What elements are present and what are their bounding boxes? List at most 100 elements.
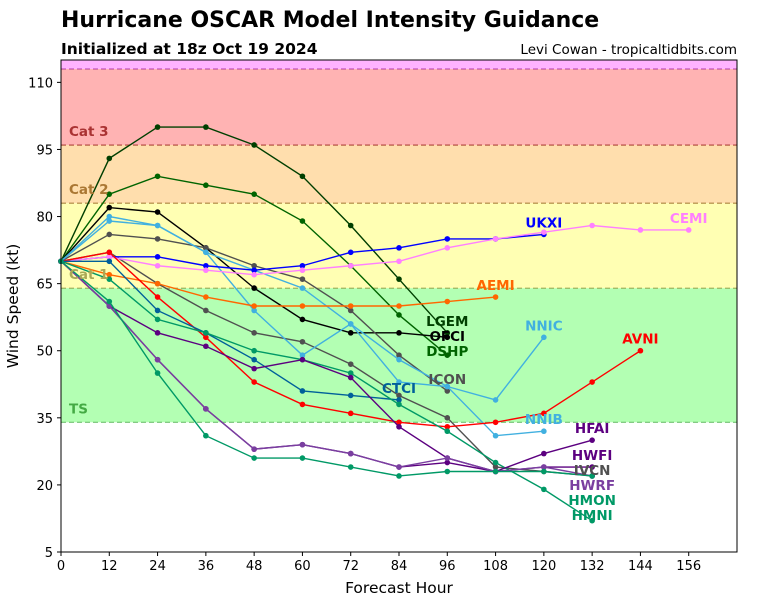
data-point-hwrf xyxy=(251,446,257,452)
x-tick-label: 0 xyxy=(57,559,65,574)
data-point-icon xyxy=(106,231,113,238)
data-point-hmni xyxy=(541,486,547,493)
data-point-nnic xyxy=(106,218,113,224)
data-point-cemi xyxy=(251,271,257,278)
band-cat-3 xyxy=(61,68,737,145)
data-point-nnib xyxy=(541,428,547,435)
series-label-ukxi: UKXI xyxy=(525,215,562,231)
data-point-cemi xyxy=(685,227,692,233)
data-point-hmni xyxy=(444,428,451,435)
data-point-cemi xyxy=(203,267,209,274)
data-point-aemi xyxy=(251,303,257,309)
band-label: Cat 2 xyxy=(69,182,109,198)
x-tick-label: 24 xyxy=(149,559,166,574)
data-point-nnib xyxy=(347,321,354,327)
data-point-ctci xyxy=(106,258,113,265)
data-point-ofci xyxy=(251,285,257,291)
data-point-avni xyxy=(492,419,499,426)
series-label-cemi: CEMI xyxy=(670,211,708,227)
data-point-hfai xyxy=(589,437,595,443)
data-point-hmni xyxy=(589,517,595,524)
data-point-icon xyxy=(299,276,306,282)
data-point-ofci xyxy=(154,209,161,215)
data-point-cemi xyxy=(637,227,644,233)
data-point-aemi xyxy=(203,294,209,300)
series-label-nnib: NNIB xyxy=(525,412,563,428)
series-label-icon: ICON xyxy=(428,372,466,388)
data-point-ivcn xyxy=(396,392,402,399)
data-point-icon xyxy=(347,307,354,314)
x-tick-label: 144 xyxy=(628,559,653,574)
series-label-hwfi: HWFI xyxy=(572,448,612,464)
data-point-avni xyxy=(541,410,547,417)
y-tick-label: 20 xyxy=(36,479,53,494)
data-point-avni xyxy=(396,419,402,426)
data-point-cemi xyxy=(154,262,161,269)
data-point-hmon xyxy=(106,298,113,305)
data-point-lgem xyxy=(444,330,451,336)
data-point-nnic xyxy=(541,334,547,341)
data-point-cemi xyxy=(347,262,354,269)
data-point-dshp xyxy=(203,182,209,189)
data-point-hfai xyxy=(299,356,306,363)
y-tick-label: 5 xyxy=(45,546,53,561)
y-tick-label: 80 xyxy=(36,211,53,226)
series-line-aemi xyxy=(60,260,496,307)
data-point-hfai xyxy=(251,365,257,372)
x-tick-label: 156 xyxy=(676,559,701,574)
data-point-ctci xyxy=(251,356,257,363)
data-point-hwfi xyxy=(444,459,451,466)
data-point-ukxi xyxy=(299,262,306,269)
data-point-ofci xyxy=(444,334,451,341)
data-point-hwrf xyxy=(541,464,547,470)
data-point-ukxi xyxy=(347,249,354,256)
series-label-ofci: OFCI xyxy=(429,329,465,345)
data-point-hmon xyxy=(154,370,161,376)
band-label: TS xyxy=(69,401,88,417)
data-point-dshp xyxy=(251,191,257,197)
data-point-hwrf xyxy=(444,455,451,461)
data-point-cemi xyxy=(492,236,499,242)
x-tick-label: 96 xyxy=(439,559,456,574)
x-tick-label: 72 xyxy=(342,559,359,574)
y-tick-label: 50 xyxy=(36,345,53,360)
data-point-ukxi xyxy=(154,253,161,260)
data-point-hwfi xyxy=(589,464,595,470)
data-point-dshp xyxy=(106,191,113,197)
data-point-lgem xyxy=(347,222,354,229)
data-point-nnib xyxy=(396,356,402,363)
data-point-hmni xyxy=(251,347,257,354)
data-point-hmni xyxy=(154,316,161,323)
series-label-nnic: NNIC xyxy=(525,318,563,334)
x-tick-label: 84 xyxy=(391,559,408,574)
data-point-icon xyxy=(444,388,451,394)
band-cat4 xyxy=(61,60,737,69)
data-point-hmon xyxy=(541,468,547,475)
data-point-hwrf xyxy=(154,356,161,363)
data-point-nnib xyxy=(154,222,161,229)
data-point-lgem xyxy=(106,155,113,162)
data-point-nnib xyxy=(444,383,451,390)
data-point-ctci xyxy=(299,388,306,394)
data-point-nnic xyxy=(251,307,257,314)
y-tick-label: 65 xyxy=(36,278,53,293)
data-point-hmni xyxy=(396,401,402,408)
series-label-ivcn: IVCN xyxy=(574,463,611,479)
data-point-ukxi xyxy=(251,267,257,274)
series-line-cemi xyxy=(60,224,689,276)
y-tick-label: 35 xyxy=(36,412,53,427)
x-tick-label: 132 xyxy=(580,559,605,574)
data-point-hmon xyxy=(589,473,595,479)
series-label-hfai: HFAI xyxy=(575,421,609,437)
series-line-hmni xyxy=(60,260,593,522)
data-point-hmni xyxy=(106,276,113,282)
x-tick-label: 60 xyxy=(294,559,311,574)
data-point-hmon xyxy=(299,455,306,461)
data-point-hmni xyxy=(203,330,209,336)
data-point-ctci xyxy=(396,397,402,403)
series-line-ctci xyxy=(61,260,400,401)
data-point-hmon xyxy=(203,432,209,439)
data-point-aemi xyxy=(299,303,306,309)
data-point-avni xyxy=(299,401,306,408)
